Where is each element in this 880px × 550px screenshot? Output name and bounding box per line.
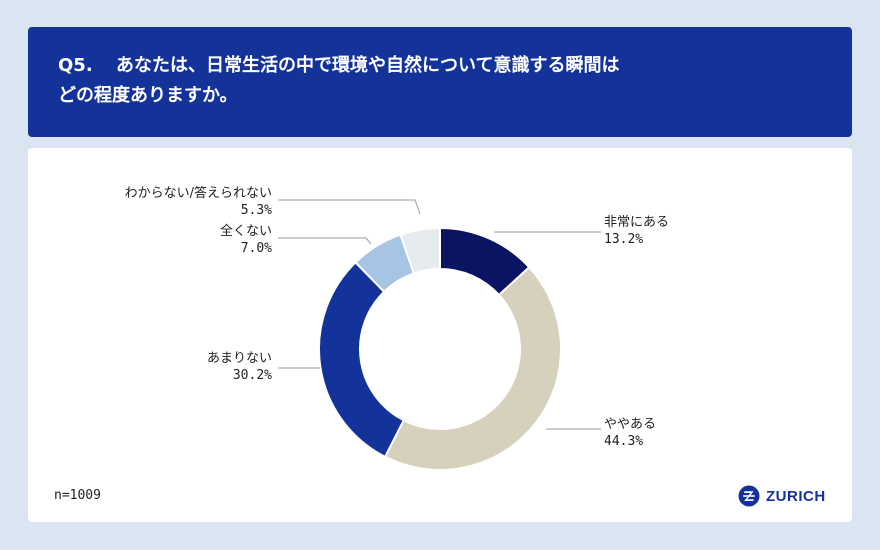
- value-label-unknown: 5.3%: [241, 203, 272, 218]
- question-text-1: あなたは、日常生活の中で環境や自然について意識する瞬間は: [116, 55, 620, 76]
- value-label-not-at-all: 7.0%: [241, 241, 272, 256]
- question-line-2: どの程度ありますか。: [58, 81, 822, 111]
- slice-somewhat: [383, 265, 562, 471]
- value-label-somewhat: 44.3%: [604, 434, 643, 449]
- label-unknown: わからない/答えられない: [125, 185, 272, 201]
- label-somewhat: ややある: [604, 417, 656, 432]
- question-header: Q5. あなたは、日常生活の中で環境や自然について意識する瞬間は どの程度あります…: [28, 27, 852, 137]
- zurich-logo-icon: [738, 485, 760, 507]
- label-not-at-all: 全くない: [220, 223, 272, 239]
- question-number: Q5.: [58, 55, 93, 76]
- question-line-1: Q5. あなたは、日常生活の中で環境や自然について意識する瞬間は: [58, 51, 822, 81]
- slice-unknown: [399, 226, 441, 275]
- value-label-not-much: 30.2%: [233, 368, 272, 383]
- question-text-2: どの程度ありますか。: [58, 85, 238, 106]
- sample-size-label: n=1009: [54, 488, 101, 503]
- slice-not-much: [318, 260, 406, 459]
- label-not-much: あまりない: [207, 351, 272, 366]
- label-very-often: 非常にある: [604, 215, 669, 230]
- value-label-very-often: 13.2%: [604, 232, 643, 247]
- zurich-logo-text: ZURICH: [766, 487, 826, 505]
- leader-line-not-at-all: [278, 237, 372, 245]
- zurich-logo: ZURICH: [738, 485, 826, 507]
- leader-line-unknown: [278, 199, 421, 215]
